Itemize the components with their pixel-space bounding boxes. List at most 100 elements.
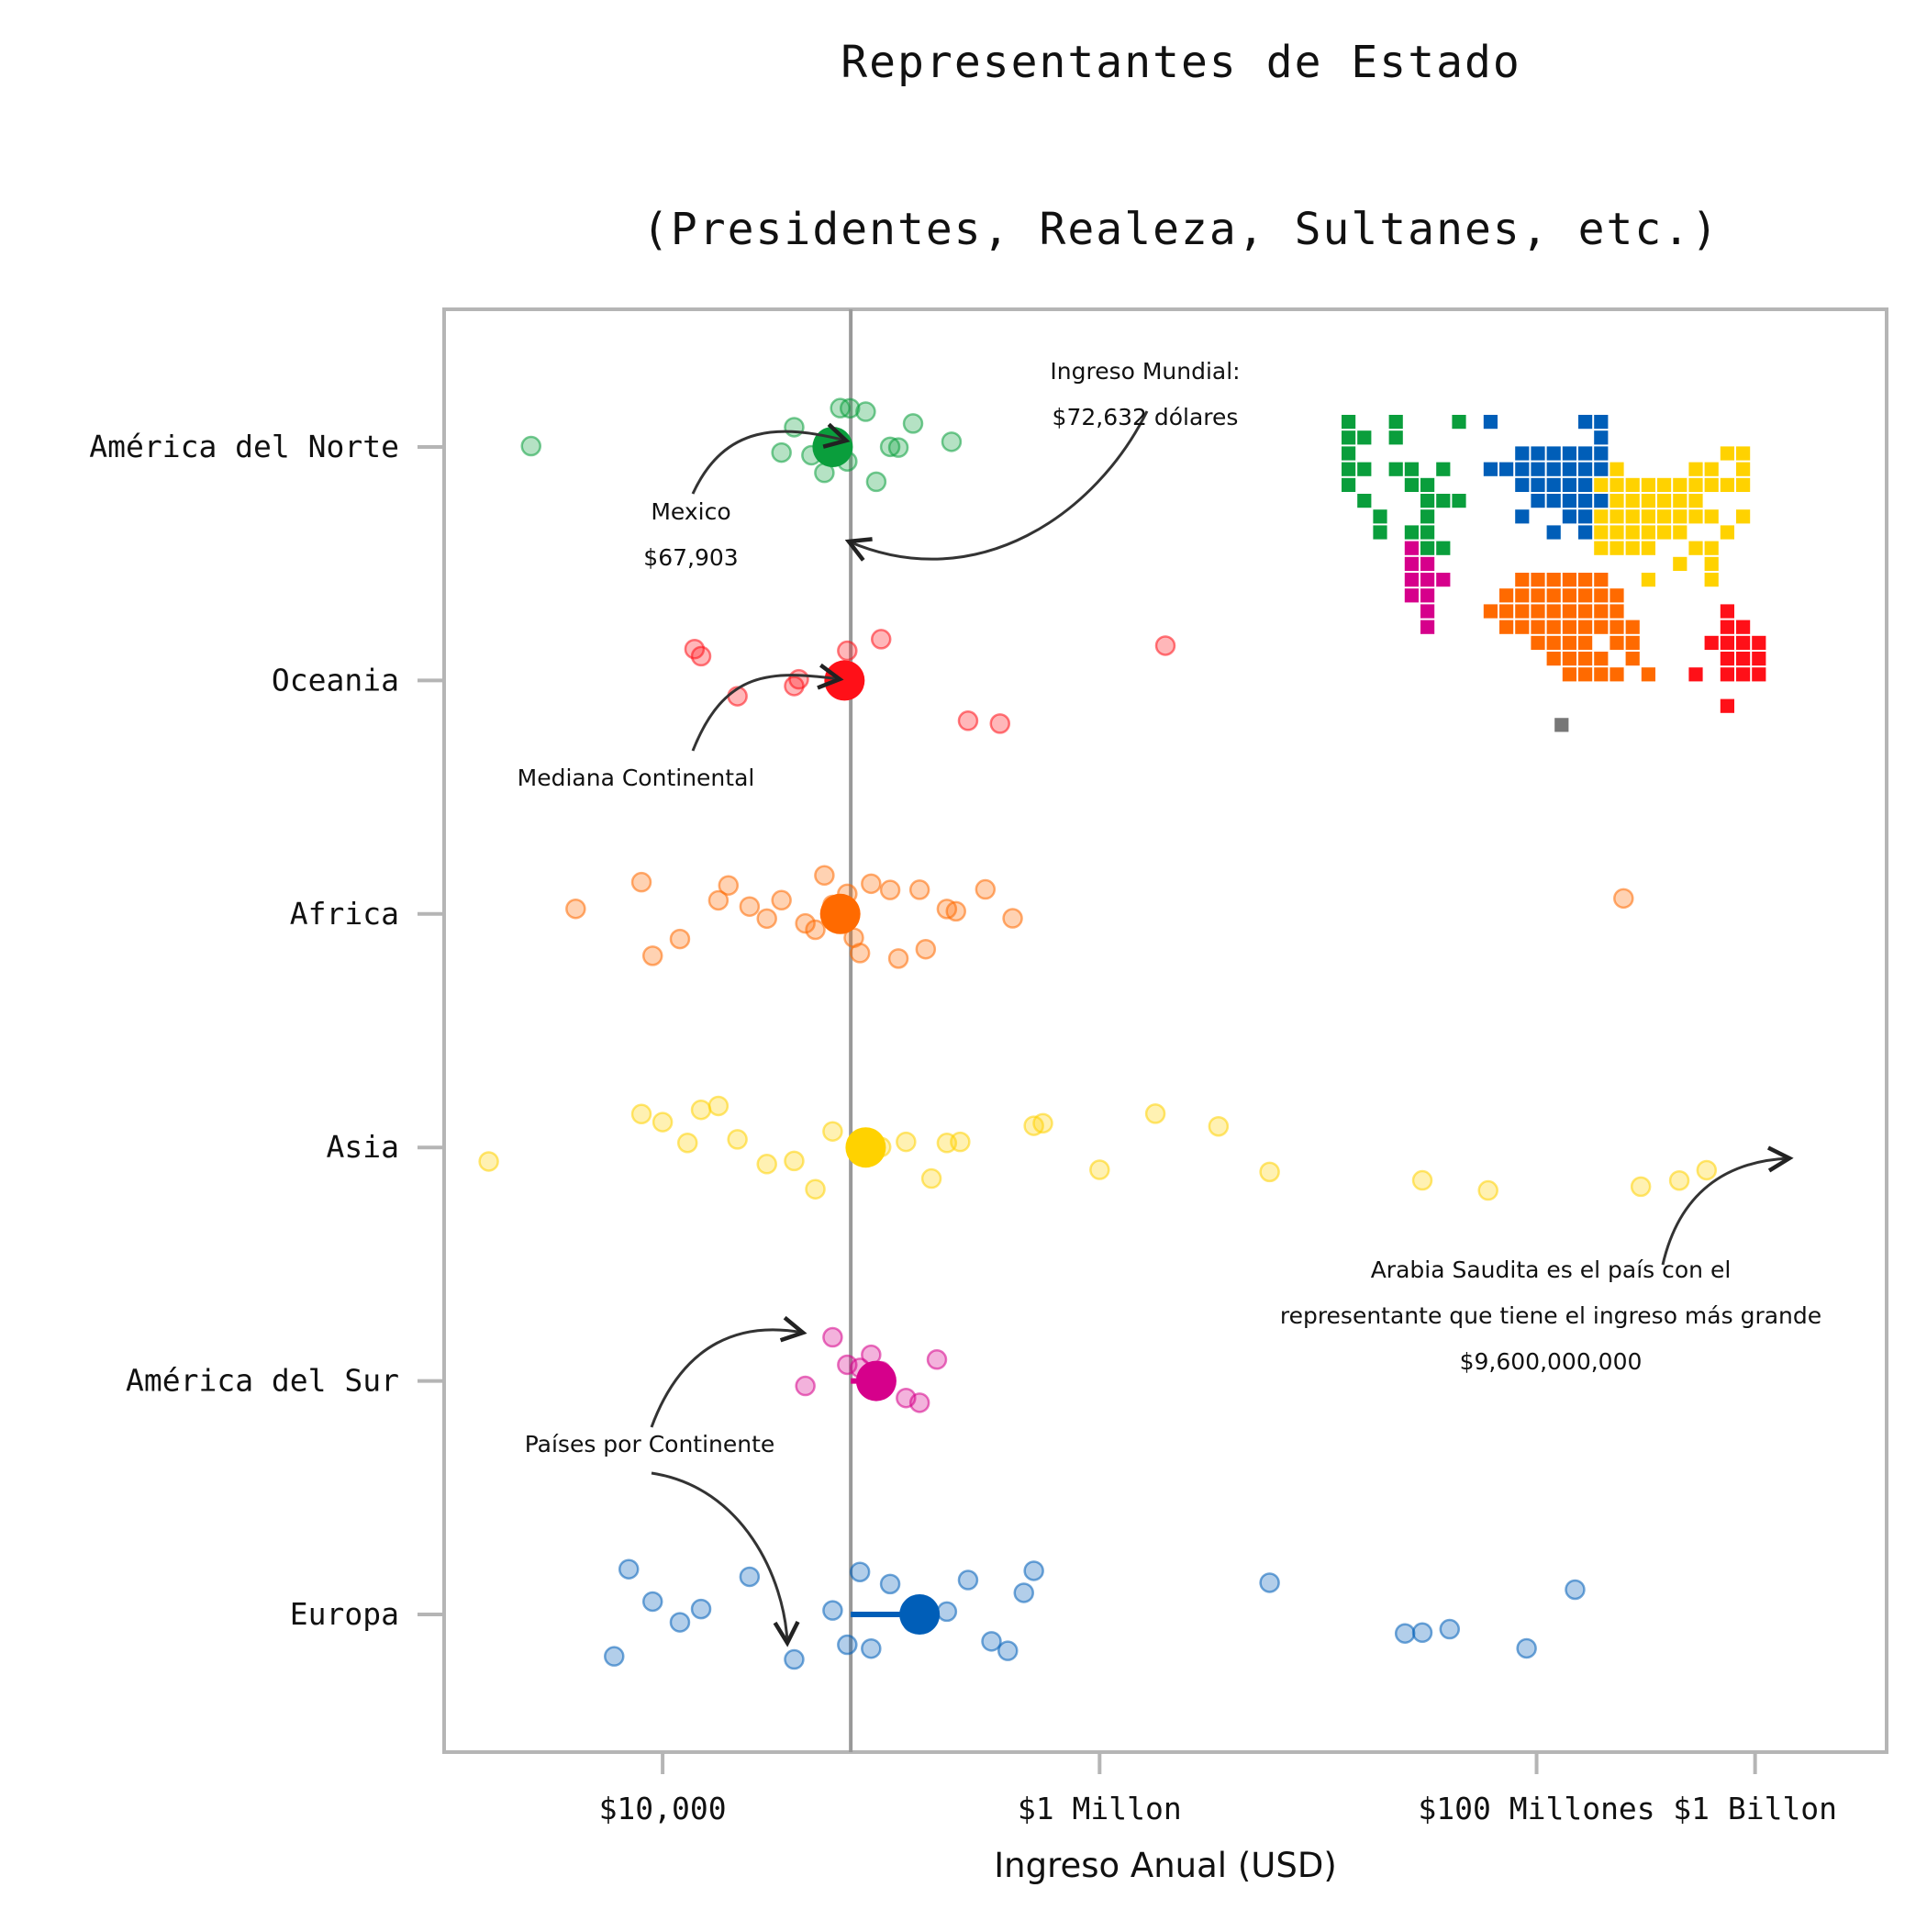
map-cell-asia <box>1736 477 1751 492</box>
map-cell-america-del-norte <box>1452 494 1466 508</box>
y-axis: América del Norte Oceania Africa Asia Améric… <box>89 429 444 1632</box>
map-cell-africa <box>1546 588 1561 603</box>
data-point-europa <box>981 1631 1002 1652</box>
map-cell-africa <box>1531 604 1545 619</box>
data-point-asia <box>1144 1103 1166 1124</box>
map-cell-africa <box>1594 652 1609 666</box>
map-cell-europa <box>1562 477 1576 492</box>
data-point-europa <box>784 1648 805 1670</box>
map-cell-america-del-sur <box>1420 604 1435 619</box>
map-cell-asia <box>1704 462 1719 476</box>
map-cell-america-del-norte <box>1420 525 1435 540</box>
map-cell-europa <box>1578 462 1593 476</box>
map-cell-asia <box>1610 494 1624 508</box>
map-cell-africa <box>1546 620 1561 634</box>
data-point-asia <box>1089 1159 1110 1180</box>
data-point-asia <box>1259 1161 1280 1183</box>
map-cell-oceania <box>1704 635 1719 650</box>
countries-annotation-arrow-top <box>650 1315 808 1428</box>
map-cell-africa <box>1531 635 1545 650</box>
map-cell-europa <box>1515 446 1530 461</box>
map-cell-asia <box>1610 509 1624 524</box>
data-point-africa <box>630 871 652 893</box>
data-point-asia <box>756 1154 777 1175</box>
map-cell-antarctica <box>1554 718 1569 732</box>
map-cell-america-del-norte <box>1357 462 1372 476</box>
map-cell-africa <box>1610 620 1624 634</box>
map-cell-africa <box>1594 588 1609 603</box>
map-cell-oceania <box>1752 635 1766 650</box>
map-cell-africa <box>1546 652 1561 666</box>
map-cell-africa <box>1515 588 1530 603</box>
median-dot-oceania <box>824 660 865 701</box>
map-cell-europa <box>1594 430 1609 445</box>
map-cell-asia <box>1704 541 1719 555</box>
map-cell-asia <box>1736 509 1751 524</box>
map-cell-america-del-norte <box>1436 541 1451 555</box>
saudi-annotation-line2: representante que tiene el ingreso más g… <box>1280 1302 1821 1329</box>
map-cell-america-del-sur <box>1420 573 1435 587</box>
data-point-europa <box>849 1561 871 1582</box>
map-cell-asia <box>1594 541 1609 555</box>
map-cell-africa <box>1515 573 1530 587</box>
data-point-asia <box>784 1150 805 1172</box>
data-point-africa <box>565 898 586 920</box>
map-cell-asia <box>1594 525 1609 540</box>
map-cell-asia <box>1641 573 1655 587</box>
data-point-oceania <box>1154 635 1176 656</box>
map-cell-america-del-norte <box>1436 462 1451 476</box>
map-cell-asia <box>1625 509 1640 524</box>
map-cell-oceania <box>1736 667 1751 682</box>
map-cell-europa <box>1483 462 1498 476</box>
mexico-annotation-line1: Mexico <box>651 498 730 525</box>
data-point-asia <box>1696 1159 1718 1181</box>
map-cell-europa <box>1515 477 1530 492</box>
data-point-europa <box>641 1591 663 1613</box>
y-tick-label: América del Norte <box>89 429 399 464</box>
map-cell-asia <box>1673 509 1688 524</box>
data-point-africa <box>718 875 740 896</box>
map-cell-asia <box>1594 509 1609 524</box>
map-cell-africa <box>1578 588 1593 603</box>
data-point-asia <box>690 1099 712 1121</box>
data-point-america-del-norte <box>771 441 792 463</box>
map-cell-africa <box>1562 604 1576 619</box>
map-cell-africa <box>1610 667 1624 682</box>
map-cell-europa <box>1578 494 1593 508</box>
map-cell-africa <box>1562 667 1576 682</box>
data-point-europa <box>1411 1622 1433 1644</box>
x-tick-label: $1 Billon <box>1673 1791 1837 1826</box>
y-tick-label: Africa <box>290 896 399 932</box>
map-cell-africa <box>1483 604 1498 619</box>
map-cell-africa <box>1546 635 1561 650</box>
data-point-europa <box>739 1566 761 1588</box>
map-cell-europa <box>1562 494 1576 508</box>
map-cell-africa <box>1562 652 1576 666</box>
map-cell-asia <box>1704 573 1719 587</box>
map-cell-america-del-sur <box>1404 573 1419 587</box>
data-point-africa <box>887 948 909 969</box>
data-point-africa <box>915 938 937 960</box>
map-cell-europa <box>1546 446 1561 461</box>
median-dot-america-del-sur <box>855 1360 897 1402</box>
data-point-oceania <box>837 640 858 662</box>
data-point-africa <box>771 889 792 911</box>
map-cell-europa <box>1515 462 1530 476</box>
data-point-europa <box>1516 1637 1537 1659</box>
map-cell-africa <box>1578 620 1593 634</box>
map-cell-asia <box>1720 446 1734 461</box>
data-point-africa <box>975 878 997 900</box>
data-point-africa <box>756 908 777 930</box>
data-point-asia <box>805 1178 826 1200</box>
map-cell-europa <box>1578 525 1593 540</box>
map-cell-oceania <box>1720 635 1734 650</box>
map-cell-asia <box>1720 525 1734 540</box>
data-point-europa <box>997 1640 1019 1661</box>
map-cell-oceania <box>1752 652 1766 666</box>
x-axis-title: Ingreso Anual (USD) <box>994 1846 1337 1885</box>
data-point-africa <box>707 889 730 911</box>
world-annotation-line2: $72,632 dólares <box>1053 404 1239 430</box>
data-point-america-del-sur <box>926 1349 948 1370</box>
